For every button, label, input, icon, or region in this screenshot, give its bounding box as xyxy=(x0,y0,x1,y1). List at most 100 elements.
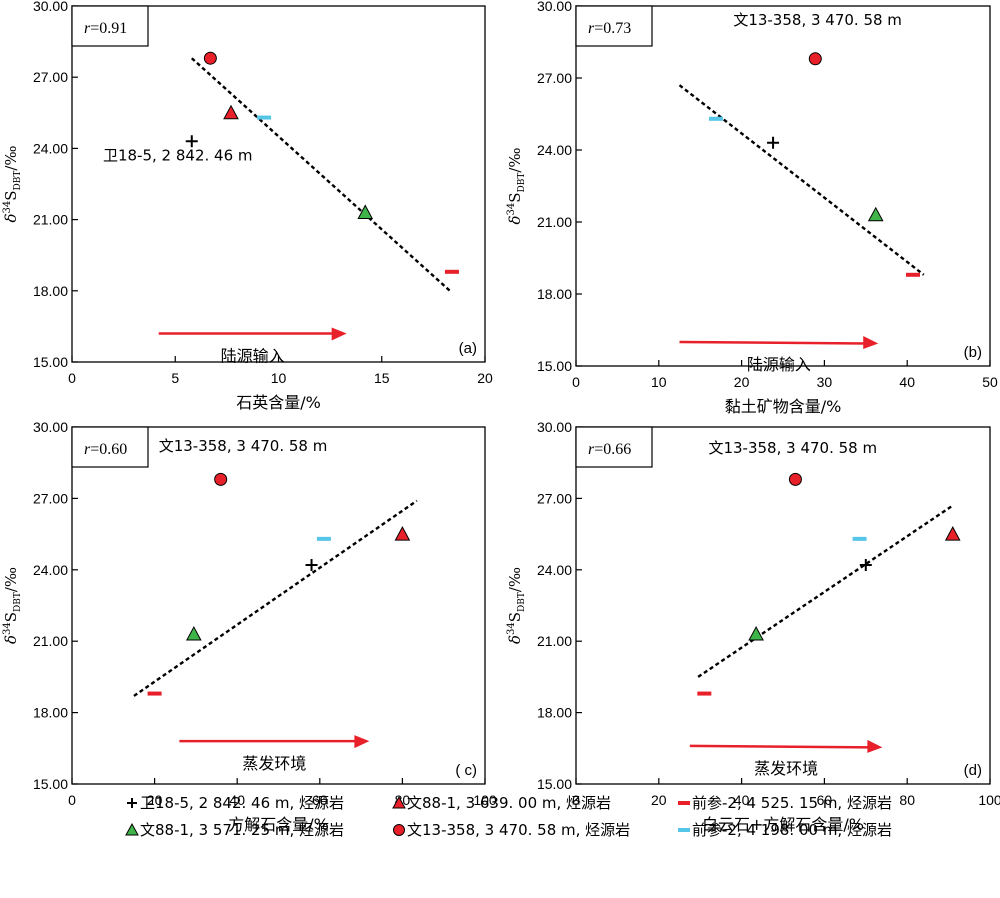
panel-label: ( c) xyxy=(455,762,477,779)
legend-dash-marker xyxy=(678,801,690,805)
y-tick-label: 24.00 xyxy=(33,140,68,156)
chart-panel-1: 15.00 18.00 21.00 24.00 27.00 30.00 0 5 10 15 20 石英… xyxy=(2,0,493,412)
y-axis-label: δ34SDBT/‰ xyxy=(506,567,527,644)
point-triangle-marker xyxy=(185,626,202,641)
y-label-s: S xyxy=(2,190,20,200)
trend-arrow-shaft xyxy=(679,340,867,345)
legend-plus-marker xyxy=(127,798,137,808)
panel-label: (b) xyxy=(964,344,982,361)
x-tick-label: 0 xyxy=(68,792,76,808)
legend-label: 前参-2, 4 525. 15 m, 烃源岩 xyxy=(692,794,892,812)
x-tick-label: 20 xyxy=(147,792,163,808)
x-tick-label: 40 xyxy=(229,792,245,808)
y-tick-label: 21.00 xyxy=(537,633,572,649)
plot-frame xyxy=(71,426,486,785)
point-dash-marker xyxy=(444,269,459,274)
y-label-sup: 34 xyxy=(2,201,13,214)
point-plus-marker xyxy=(185,135,198,148)
legend-label: 文88-1, 3 639. 00 m, 烃源岩 xyxy=(407,794,611,812)
y-label-delta: δ xyxy=(506,635,524,644)
point-annotation: 卫18-5, 2 842. 46 m xyxy=(103,146,253,164)
r-value-text: r=0.66 xyxy=(588,441,631,458)
legend-triangle-marker xyxy=(125,822,139,836)
arrow-label: 陆源输入 xyxy=(747,355,811,374)
legend-item: 前参-2, 4 525. 15 m, 烃源岩 xyxy=(678,794,892,812)
y-tick-label: 27.00 xyxy=(33,490,68,506)
point-triangle-marker xyxy=(357,204,374,219)
point-dash-marker xyxy=(257,115,272,120)
legend-item: 文88-1, 3 639. 00 m, 烃源岩 xyxy=(392,794,611,812)
point-dash-marker xyxy=(708,116,723,121)
x-tick-label: 10 xyxy=(651,374,667,390)
point-plus-marker xyxy=(767,136,780,149)
y-label-s: S xyxy=(2,612,20,622)
r-number: =0.91 xyxy=(90,20,127,37)
point-dash-marker xyxy=(905,272,920,277)
legend-dash-marker xyxy=(678,828,690,832)
legend-label: 文88-1, 3 571. 25 m, 烃源岩 xyxy=(140,821,344,839)
point-dash-marker xyxy=(697,691,712,696)
panel-label: (a) xyxy=(459,340,477,357)
point-triangle-marker xyxy=(748,626,764,641)
y-tick-label: 30.00 xyxy=(33,0,68,14)
x-axis-label: 石英含量/% xyxy=(236,393,321,412)
x-tick-label: 60 xyxy=(817,792,833,808)
x-tick-label: 0 xyxy=(572,374,580,390)
r-symbol: r xyxy=(84,441,91,458)
y-tick-label: 24.00 xyxy=(537,562,572,578)
x-tick-label: 50 xyxy=(982,374,998,390)
point-triangle-marker xyxy=(944,526,961,541)
legend-label: 卫18-5, 2 842. 46 m, 烃源岩 xyxy=(140,794,344,812)
x-tick-label: 0 xyxy=(572,792,580,808)
legend-item: 卫18-5, 2 842. 46 m, 烃源岩 xyxy=(127,794,344,812)
point-circle-marker xyxy=(203,51,217,65)
x-axis-label: 方解石含量/% xyxy=(228,815,329,834)
y-label-delta: δ xyxy=(2,635,20,644)
r-value-box xyxy=(575,426,653,468)
y-axis-label: δ34SDBT/‰ xyxy=(2,567,23,644)
y-tick-label: 24.00 xyxy=(33,562,68,578)
legend-circle-marker xyxy=(393,824,405,836)
y-tick-label: 24.00 xyxy=(537,142,572,158)
y-label-unit: /‰ xyxy=(2,145,20,170)
y-tick-label: 15.00 xyxy=(537,358,572,374)
r-symbol: r xyxy=(588,441,595,458)
point-plus-marker xyxy=(859,559,872,572)
point-dash-marker xyxy=(316,536,331,541)
arrow-label: 蒸发环境 xyxy=(242,754,306,773)
legend-triangle-marker xyxy=(392,795,406,809)
legend-item: 文13-358, 3 470. 58 m, 烃源岩 xyxy=(393,821,630,839)
r-number: =0.60 xyxy=(90,441,127,458)
y-label-unit: /‰ xyxy=(506,567,524,592)
y-tick-label: 21.00 xyxy=(33,212,68,228)
panel-label: (d) xyxy=(964,762,982,779)
point-plus-marker xyxy=(305,559,318,572)
point-triangle-marker xyxy=(867,206,884,222)
x-tick-label: 100 xyxy=(473,792,497,808)
r-value-box xyxy=(575,5,653,47)
x-tick-label: 60 xyxy=(312,792,328,808)
r-number: =0.73 xyxy=(594,20,631,37)
r-value-text: r=0.73 xyxy=(588,20,631,37)
x-tick-label: 30 xyxy=(817,374,833,390)
x-axis-label: 白云石+方解石含量/% xyxy=(702,815,864,834)
plot-frame xyxy=(575,426,991,785)
y-label-delta: δ xyxy=(506,216,524,225)
r-symbol: r xyxy=(84,20,91,37)
point-annotation: 文13-358, 3 470. 58 m xyxy=(708,439,877,457)
x-tick-label: 5 xyxy=(171,370,179,386)
y-label-delta: δ xyxy=(2,214,20,223)
trend-line xyxy=(190,57,451,292)
x-tick-label: 20 xyxy=(734,374,750,390)
x-axis-label: 黏土矿物含量/% xyxy=(725,397,842,416)
y-label-sub: DBT xyxy=(517,173,527,193)
point-triangle-marker xyxy=(394,526,411,541)
y-label-sub: DBT xyxy=(13,171,23,191)
y-label-unit: /‰ xyxy=(2,567,20,592)
y-label-unit: /‰ xyxy=(506,147,524,172)
r-value-box xyxy=(71,426,149,468)
trend-arrow-head xyxy=(867,739,883,753)
legend-item: 前参-2, 4 198. 00 m, 烃源岩 xyxy=(678,821,892,839)
point-dash-marker xyxy=(852,536,867,541)
